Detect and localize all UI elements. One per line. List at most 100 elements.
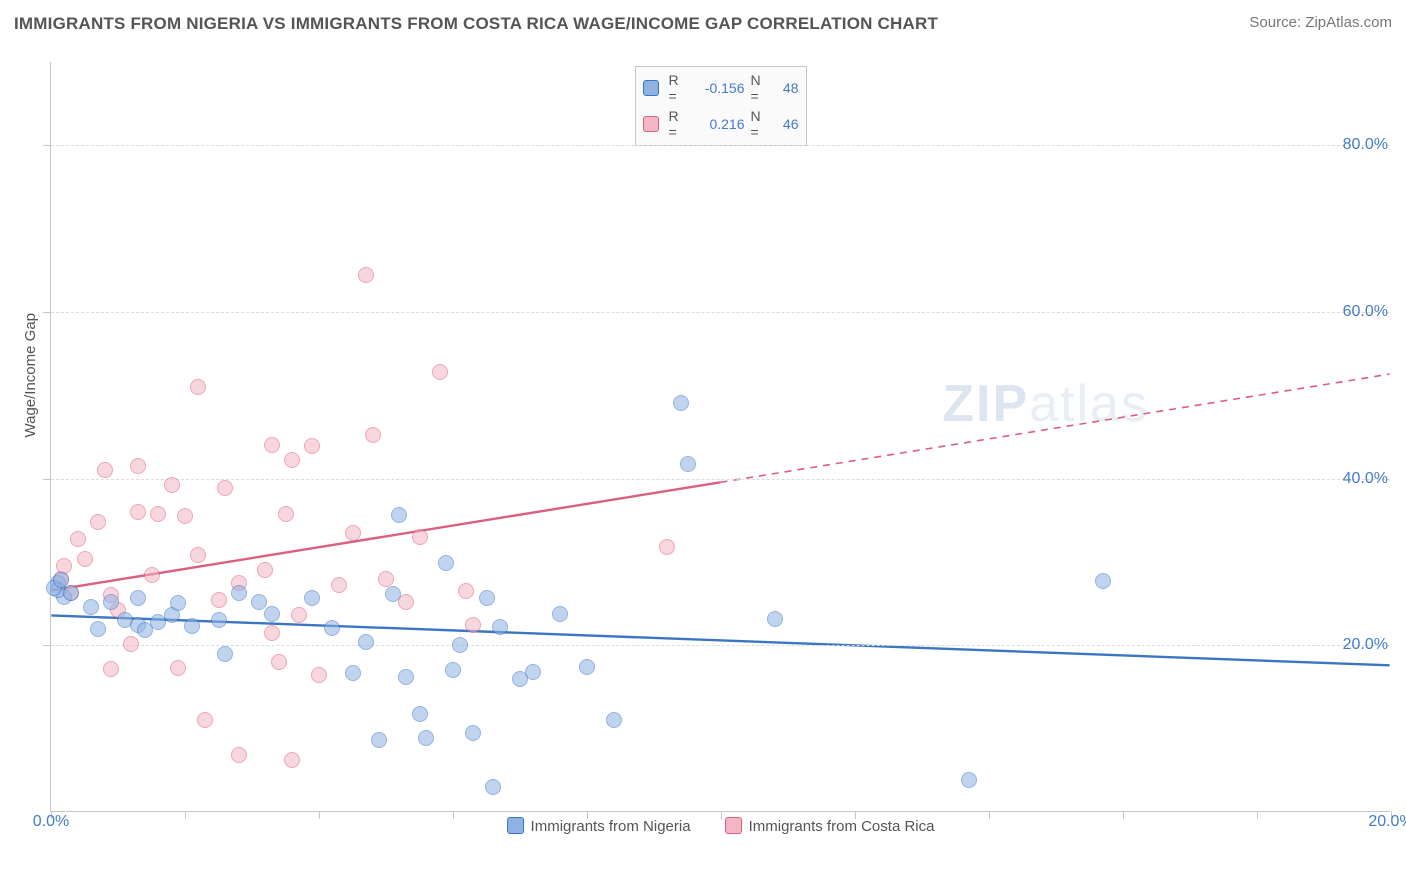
scatter-point-nigeria <box>680 456 696 472</box>
scatter-point-nigeria <box>170 595 186 611</box>
scatter-point-costarica <box>123 636 139 652</box>
stat-R-costarica: 0.216 <box>689 116 745 132</box>
stat-N-label: N = <box>745 72 771 104</box>
scatter-point-costarica <box>271 654 287 670</box>
scatter-point-nigeria <box>525 664 541 680</box>
scatter-point-costarica <box>130 458 146 474</box>
scatter-point-costarica <box>284 752 300 768</box>
scatter-point-costarica <box>264 437 280 453</box>
trend-lines-svg <box>51 62 1390 811</box>
scatter-point-costarica <box>358 267 374 283</box>
scatter-point-nigeria <box>492 619 508 635</box>
scatter-point-nigeria <box>345 665 361 681</box>
scatter-point-nigeria <box>552 606 568 622</box>
scatter-point-nigeria <box>130 590 146 606</box>
scatter-point-costarica <box>257 562 273 578</box>
scatter-point-nigeria <box>211 612 227 628</box>
scatter-point-nigeria <box>445 662 461 678</box>
scatter-point-nigeria <box>358 634 374 650</box>
watermark: ZIPatlas <box>942 362 1149 436</box>
scatter-point-nigeria <box>90 621 106 637</box>
correlation-stats-box: R = -0.156 N = 48 R = 0.216 N = 46 <box>635 66 807 146</box>
scatter-point-costarica <box>278 506 294 522</box>
watermark-bold: ZIP <box>942 375 1029 433</box>
bottom-legend: Immigrants from Nigeria Immigrants from … <box>507 817 935 835</box>
scatter-point-costarica <box>197 712 213 728</box>
y-tick-label: 20.0% <box>1343 636 1392 654</box>
scatter-point-nigeria <box>1095 573 1111 589</box>
scatter-point-costarica <box>345 525 361 541</box>
scatter-point-costarica <box>190 379 206 395</box>
scatter-point-nigeria <box>767 611 783 627</box>
scatter-point-costarica <box>378 571 394 587</box>
scatter-point-costarica <box>130 504 146 520</box>
scatter-point-nigeria <box>251 594 267 610</box>
scatter-point-nigeria <box>438 555 454 571</box>
stat-N-label-2: N = <box>745 108 771 140</box>
watermark-rest: atlas <box>1029 375 1149 433</box>
scatter-point-costarica <box>97 462 113 478</box>
scatter-point-costarica <box>458 583 474 599</box>
scatter-point-costarica <box>412 529 428 545</box>
stat-R-label-2: R = <box>663 108 689 140</box>
scatter-point-nigeria <box>673 395 689 411</box>
scatter-point-nigeria <box>485 779 501 795</box>
scatter-point-nigeria <box>418 730 434 746</box>
scatter-point-nigeria <box>391 507 407 523</box>
scatter-point-nigeria <box>63 585 79 601</box>
scatter-point-costarica <box>365 427 381 443</box>
scatter-point-nigeria <box>385 586 401 602</box>
scatter-point-costarica <box>331 577 347 593</box>
stat-N-nigeria: 48 <box>771 80 799 96</box>
scatter-point-nigeria <box>412 706 428 722</box>
y-tick-label: 60.0% <box>1343 303 1392 321</box>
scatter-point-costarica <box>164 477 180 493</box>
scatter-point-costarica <box>190 547 206 563</box>
scatter-point-costarica <box>304 438 320 454</box>
scatter-point-nigeria <box>103 594 119 610</box>
scatter-point-nigeria <box>231 585 247 601</box>
scatter-point-costarica <box>217 480 233 496</box>
scatter-point-costarica <box>284 452 300 468</box>
scatter-point-costarica <box>264 625 280 641</box>
source-name: ZipAtlas.com <box>1305 14 1392 31</box>
scatter-point-nigeria <box>324 620 340 636</box>
scatter-point-costarica <box>90 514 106 530</box>
scatter-point-costarica <box>177 508 193 524</box>
scatter-point-costarica <box>465 617 481 633</box>
legend-swatch-costarica-bottom <box>725 817 742 834</box>
scatter-point-nigeria <box>217 646 233 662</box>
scatter-point-nigeria <box>184 618 200 634</box>
y-axis-title: Wage/Income Gap <box>22 313 39 438</box>
scatter-point-costarica <box>144 567 160 583</box>
scatter-point-costarica <box>311 667 327 683</box>
scatter-point-nigeria <box>961 772 977 788</box>
scatter-point-costarica <box>103 661 119 677</box>
scatter-point-nigeria <box>264 606 280 622</box>
legend-swatch-nigeria-bottom <box>507 817 524 834</box>
scatter-plot-area: ZIPatlas R = -0.156 N = 48 R = 0.216 N =… <box>50 62 1390 812</box>
chart-title: IMMIGRANTS FROM NIGERIA VS IMMIGRANTS FR… <box>14 14 938 34</box>
legend-swatch-nigeria <box>643 80 659 96</box>
scatter-point-nigeria <box>465 725 481 741</box>
scatter-point-costarica <box>231 747 247 763</box>
scatter-point-nigeria <box>479 590 495 606</box>
scatter-point-costarica <box>170 660 186 676</box>
scatter-point-nigeria <box>398 669 414 685</box>
scatter-point-costarica <box>291 607 307 623</box>
scatter-point-costarica <box>211 592 227 608</box>
stat-R-label: R = <box>663 72 689 104</box>
scatter-point-costarica <box>398 594 414 610</box>
y-tick-label: 80.0% <box>1343 136 1392 154</box>
scatter-point-costarica <box>77 551 93 567</box>
scatter-point-nigeria <box>452 637 468 653</box>
scatter-point-nigeria <box>83 599 99 615</box>
scatter-point-costarica <box>150 506 166 522</box>
scatter-point-costarica <box>70 531 86 547</box>
source-prefix: Source: <box>1249 14 1305 31</box>
scatter-point-nigeria <box>606 712 622 728</box>
legend-label-nigeria: Immigrants from Nigeria <box>531 818 691 835</box>
scatter-point-nigeria <box>304 590 320 606</box>
legend-item-costarica: Immigrants from Costa Rica <box>725 817 935 835</box>
legend-label-costarica: Immigrants from Costa Rica <box>749 818 935 835</box>
